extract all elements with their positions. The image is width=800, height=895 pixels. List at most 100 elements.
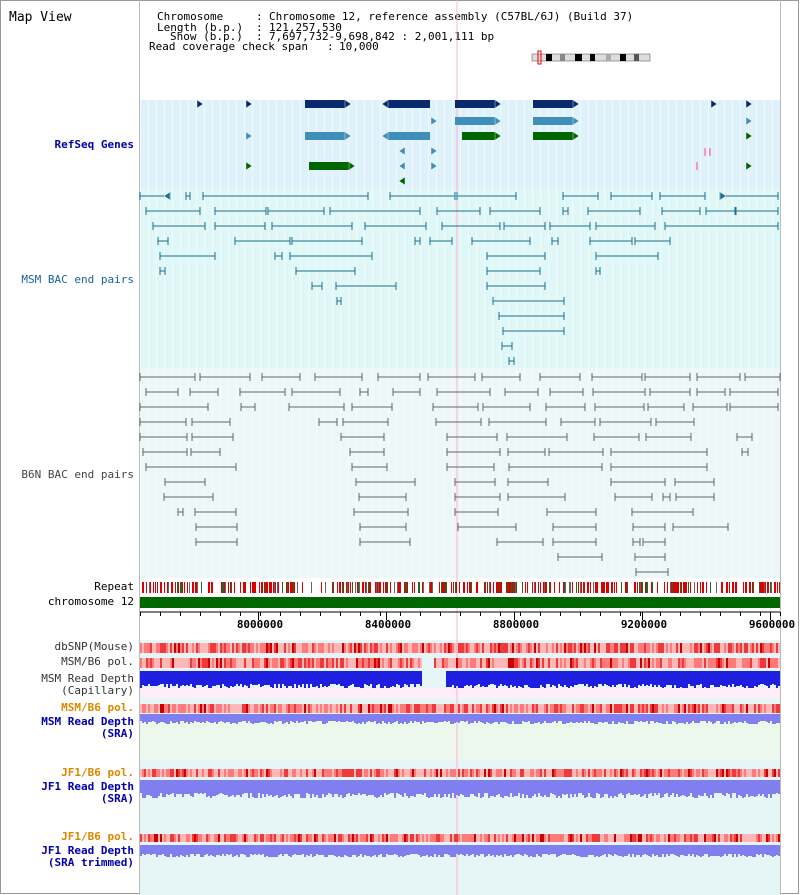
polymorphism-cell bbox=[766, 834, 768, 842]
read-depth-bar bbox=[416, 845, 418, 854]
read-depth-bar bbox=[258, 780, 260, 793]
track-label-jf1-depth-trim[interactable]: JF1 Read Depth bbox=[41, 844, 134, 857]
read-depth-bar bbox=[492, 671, 494, 684]
polymorphism-cell bbox=[362, 834, 364, 842]
read-depth-bar bbox=[374, 780, 376, 797]
read-depth-bar bbox=[172, 845, 174, 857]
repeat-mark bbox=[363, 582, 364, 593]
track-label-repeat[interactable]: Repeat bbox=[94, 580, 134, 593]
polymorphism-cell bbox=[450, 834, 452, 842]
polymorphism-cell bbox=[340, 834, 342, 842]
polymorphism-cell bbox=[210, 769, 212, 777]
polymorphism-cell bbox=[370, 834, 372, 842]
track-label-msm-b6-pol[interactable]: MSM/B6 pol. bbox=[61, 655, 134, 668]
read-depth-bar bbox=[624, 714, 626, 724]
track-label-msm-depth-sra[interactable]: MSM Read Depth bbox=[41, 715, 134, 728]
polymorphism-cell bbox=[554, 769, 556, 777]
read-depth-bar bbox=[304, 780, 306, 798]
polymorphism-cell bbox=[744, 658, 746, 668]
polymorphism-cell bbox=[196, 643, 198, 653]
polymorphism-cell bbox=[146, 658, 148, 668]
polymorphism-cell bbox=[306, 658, 308, 668]
track-label-dbsnp[interactable]: dbSNP(Mouse) bbox=[54, 640, 134, 653]
read-depth-bar bbox=[552, 714, 554, 722]
polymorphism-cell bbox=[284, 704, 286, 713]
polymorphism-cell bbox=[142, 658, 144, 668]
read-depth-bar bbox=[504, 780, 506, 796]
read-depth-bar bbox=[666, 714, 668, 721]
repeat-mark bbox=[430, 582, 431, 593]
track-label-msm-b6-pol-2[interactable]: MSM/B6 pol. bbox=[61, 701, 134, 714]
read-depth-bar bbox=[612, 845, 614, 856]
polymorphism-cell bbox=[152, 704, 154, 713]
polymorphism-cell bbox=[604, 704, 606, 713]
read-depth-bar bbox=[472, 714, 474, 723]
repeat-mark bbox=[657, 582, 658, 593]
track-label-msm-bac[interactable]: MSM BAC end pairs bbox=[21, 273, 134, 286]
polymorphism-cell bbox=[346, 643, 348, 653]
polymorphism-cell bbox=[532, 658, 534, 668]
polymorphism-cell bbox=[170, 658, 172, 668]
polymorphism-cell bbox=[284, 769, 286, 777]
polymorphism-cell bbox=[166, 834, 168, 842]
repeat-mark bbox=[321, 582, 322, 593]
read-depth-bar bbox=[618, 671, 620, 684]
polymorphism-cell bbox=[426, 704, 428, 713]
read-depth-bar bbox=[742, 671, 744, 687]
read-depth-bar bbox=[530, 845, 532, 856]
read-depth-bar bbox=[250, 780, 252, 793]
polymorphism-cell bbox=[166, 769, 168, 777]
read-depth-bar bbox=[630, 780, 632, 795]
polymorphism-cell bbox=[568, 704, 570, 713]
polymorphism-cell bbox=[682, 834, 684, 842]
polymorphism-cell bbox=[664, 704, 666, 713]
read-depth-bar bbox=[588, 671, 590, 687]
read-depth-bar bbox=[476, 845, 478, 855]
read-depth-bar bbox=[342, 714, 344, 722]
track-label-jf1-pol[interactable]: JF1/B6 pol. bbox=[61, 766, 134, 779]
polymorphism-cell bbox=[750, 704, 752, 713]
polymorphism-cell bbox=[354, 704, 356, 713]
polymorphism-cell bbox=[682, 769, 684, 777]
track-label-jf1-pol-2[interactable]: JF1/B6 pol. bbox=[61, 830, 134, 843]
polymorphism-cell bbox=[570, 834, 572, 842]
polymorphism-cell bbox=[366, 834, 368, 842]
read-depth-bar bbox=[374, 714, 376, 721]
track-label-b6n-bac[interactable]: B6N BAC end pairs bbox=[21, 468, 134, 481]
polymorphism-cell bbox=[692, 658, 694, 668]
read-depth-bar bbox=[768, 845, 770, 855]
read-depth-bar bbox=[294, 714, 296, 723]
read-depth-bar bbox=[460, 845, 462, 854]
polymorphism-cell bbox=[244, 643, 246, 653]
read-depth-bar bbox=[588, 780, 590, 793]
polymorphism-cell bbox=[554, 834, 556, 842]
polymorphism-cell bbox=[526, 769, 528, 777]
polymorphism-cell bbox=[230, 704, 232, 713]
polymorphism-cell bbox=[466, 769, 468, 777]
read-depth-bar bbox=[404, 714, 406, 722]
read-depth-bar bbox=[234, 714, 236, 723]
read-depth-bar bbox=[700, 845, 702, 857]
read-depth-bar bbox=[150, 671, 152, 686]
polymorphism-cell bbox=[716, 834, 718, 842]
read-depth-bar bbox=[322, 780, 324, 794]
read-depth-bar bbox=[202, 845, 204, 857]
polymorphism-cell bbox=[714, 769, 716, 777]
read-depth-bar bbox=[268, 780, 270, 796]
polymorphism-cell bbox=[380, 704, 382, 713]
repeat-mark bbox=[752, 582, 753, 593]
repeat-mark bbox=[647, 582, 648, 593]
track-label-jf1-depth-sra[interactable]: JF1 Read Depth bbox=[41, 780, 134, 793]
repeat-mark bbox=[485, 582, 486, 593]
track-label-refseq[interactable]: RefSeq Genes bbox=[54, 138, 134, 151]
read-depth-bar bbox=[488, 845, 490, 854]
read-depth-bar bbox=[376, 780, 378, 798]
polymorphism-cell bbox=[238, 643, 240, 653]
polymorphism-cell bbox=[668, 643, 670, 653]
repeat-mark bbox=[197, 582, 198, 593]
read-depth-bar bbox=[344, 671, 346, 688]
track-label-msm-depth-cap[interactable]: MSM Read Depth bbox=[41, 672, 134, 685]
polymorphism-cell bbox=[376, 658, 378, 668]
polymorphism-cell bbox=[556, 769, 558, 777]
